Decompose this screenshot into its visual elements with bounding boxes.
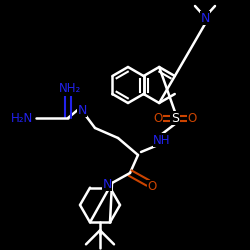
Text: O: O xyxy=(148,180,156,194)
Text: O: O xyxy=(188,112,196,124)
Text: O: O xyxy=(154,112,162,124)
Text: S: S xyxy=(171,112,179,124)
Text: NH: NH xyxy=(153,134,171,146)
Text: NH₂: NH₂ xyxy=(59,82,81,96)
Text: N: N xyxy=(200,12,210,24)
Text: H₂N: H₂N xyxy=(11,112,33,124)
Text: N: N xyxy=(77,104,87,117)
Text: N: N xyxy=(102,178,112,190)
